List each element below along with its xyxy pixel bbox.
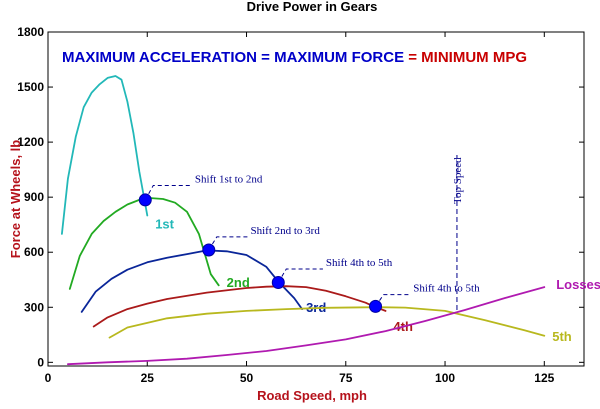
series-line-1st — [61, 75, 149, 235]
x-tick-label: 75 — [339, 371, 353, 385]
headline-mpg: = MINIMUM MPG — [404, 49, 527, 66]
shift-point-label: Shift 2nd to 3rd — [250, 225, 320, 237]
series-label-2nd: 2nd — [227, 275, 250, 290]
shift-leader-line — [375, 294, 411, 307]
plot-area-frame — [47, 31, 585, 367]
shift-point-marker — [271, 276, 285, 289]
x-tick-label: 100 — [435, 371, 455, 385]
shift-point-marker — [202, 243, 216, 257]
series-label-losses: Losses — [556, 277, 600, 292]
shift-point-label: Shift 4th to 5th — [326, 257, 393, 269]
shift-point-label: Shift 4th to 5th — [413, 283, 480, 295]
headline: MAXIMUM ACCELERATION = MAXIMUM FORCE = M… — [62, 49, 527, 66]
shift-points-layer: Shift 1st to 2nd Shift 2nd to 3rd Shift 4t… — [138, 173, 480, 313]
series-label-1st: 1st — [155, 216, 174, 231]
y-tick-label: 1200 — [17, 135, 44, 149]
y-tick-label: 1800 — [17, 25, 44, 39]
x-tick-label: 25 — [141, 371, 155, 385]
y-tick-label: 0 — [37, 355, 44, 369]
headline-main: MAXIMUM ACCELERATION = MAXIMUM FORCE — [62, 49, 404, 66]
y-tick-label: 300 — [24, 300, 44, 314]
series-line-3rd — [80, 249, 304, 313]
x-axis: 0 25 50 75 100 125 — [45, 32, 555, 385]
series-line-2nd — [68, 197, 220, 290]
shift-point-marker — [369, 299, 383, 313]
shift-point-label: Shift 1st to 2nd — [195, 173, 263, 185]
top-speed-marker: Top Speed — [452, 154, 464, 311]
shift-leader-line — [277, 268, 323, 283]
series-line-4th — [92, 285, 387, 328]
series-label-5th: 5th — [552, 329, 572, 344]
shift-leader-line — [144, 184, 192, 201]
x-axis-label: Road Speed, mph — [257, 388, 367, 403]
shift-point-marker — [138, 193, 152, 207]
x-tick-label: 50 — [240, 371, 254, 385]
top-speed-label: Top Speed — [452, 157, 464, 204]
y-axis-label: Force at Wheels, lb — [8, 140, 23, 259]
y-tick-label: 900 — [24, 190, 44, 204]
shift-leader-line — [208, 236, 248, 251]
series-line-5th — [108, 306, 546, 339]
chart-title: Drive Power in Gears — [247, 0, 378, 14]
y-axis: 0 300 600 900 1200 1500 1800 — [17, 25, 584, 369]
y-tick-label: 1500 — [17, 80, 44, 94]
x-tick-label: 125 — [534, 371, 554, 385]
y-tick-label: 600 — [24, 245, 44, 259]
x-tick-label: 0 — [45, 371, 52, 385]
series-line-losses — [67, 286, 546, 366]
